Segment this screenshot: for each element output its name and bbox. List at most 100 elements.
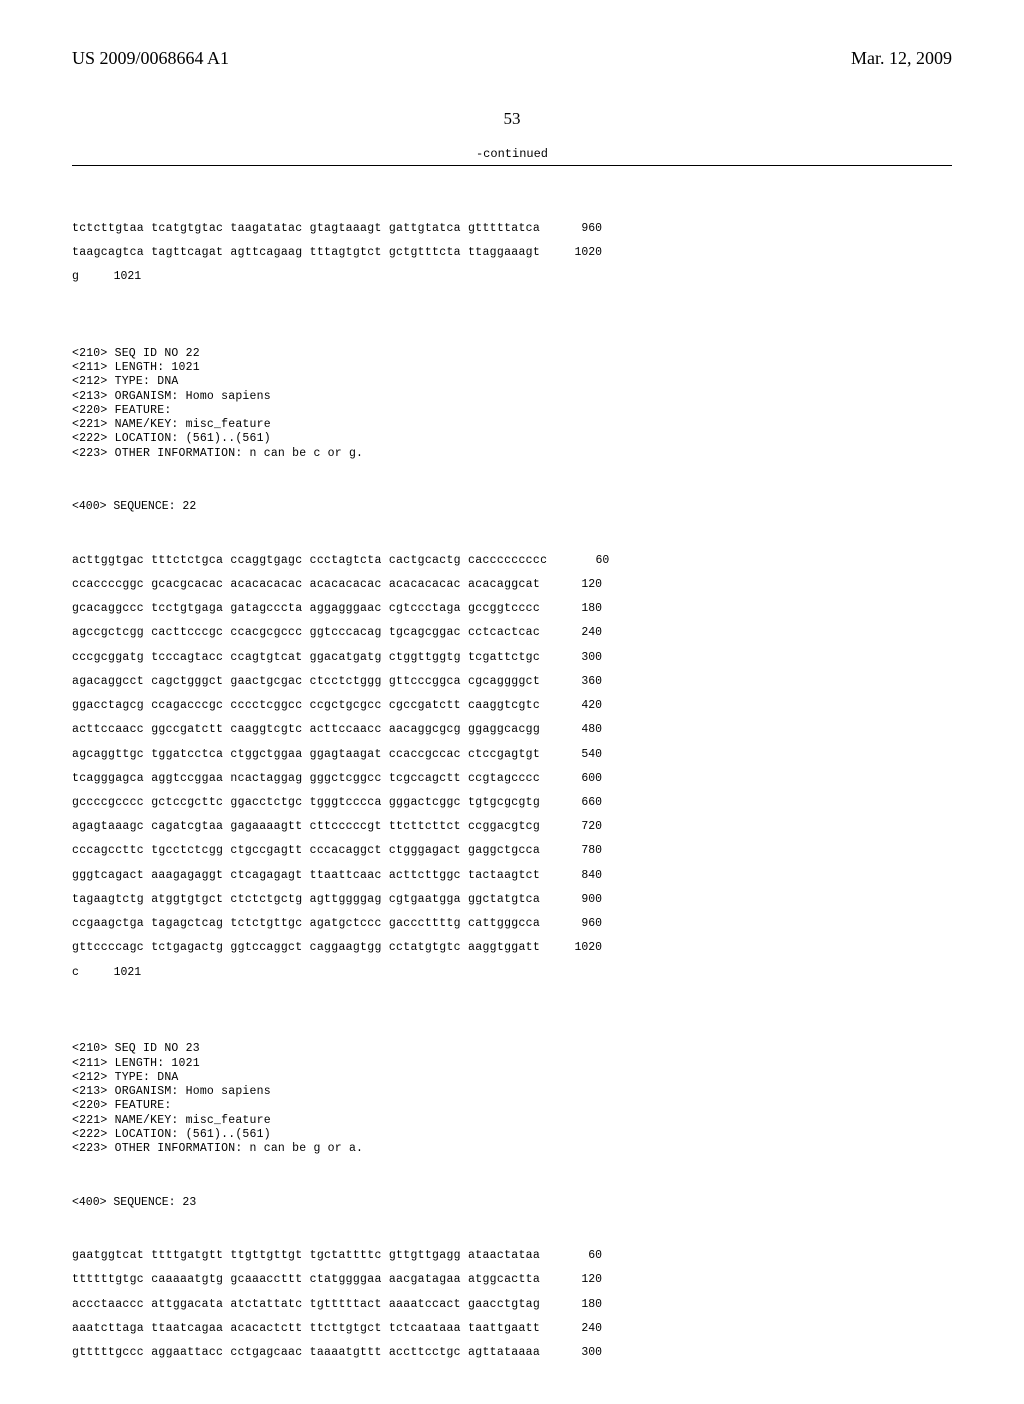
- meta-line: <212> TYPE: DNA: [72, 1071, 952, 1084]
- sequence-row: acttggtgac tttctctgca ccaggtgagc ccctagt…: [72, 554, 952, 567]
- sequence-position: 60: [558, 1249, 602, 1262]
- sequence-text: accctaaccc attggacata atctattatc tgttttt…: [72, 1298, 540, 1311]
- sequence-row: cccagccttc tgcctctcgg ctgccgagtt cccacag…: [72, 844, 952, 857]
- meta-line: <213> ORGANISM: Homo sapiens: [72, 390, 952, 403]
- sequence-text: ggacctagcg ccagacccgc cccctcggcc ccgctgc…: [72, 699, 540, 712]
- sequence-position: 120: [558, 578, 602, 591]
- sequence-row: ttttttgtgc caaaaatgtg gcaaaccttt ctatggg…: [72, 1273, 952, 1286]
- publication-date: Mar. 12, 2009: [851, 48, 952, 69]
- meta-line: <221> NAME/KEY: misc_feature: [72, 418, 952, 431]
- sequence-row: tagaagtctg atggtgtgct ctctctgctg agttggg…: [72, 893, 952, 906]
- seq23-lines: gaatggtcat ttttgatgtt ttgttgttgt tgctatt…: [72, 1249, 952, 1359]
- sequence-row: g 1021: [72, 270, 952, 283]
- sequence-row: agacaggcct cagctgggct gaactgcgac ctcctct…: [72, 675, 952, 688]
- sequence-text: agccgctcgg cacttcccgc ccacgcgccc ggtccca…: [72, 626, 540, 639]
- sequence-position: 540: [558, 748, 602, 761]
- sequence-position: 180: [558, 602, 602, 615]
- sequence-position: 660: [558, 796, 602, 809]
- sequence-position: 900: [558, 893, 602, 906]
- meta-line: <223> OTHER INFORMATION: n can be c or g…: [72, 447, 952, 460]
- seq22-meta: <210> SEQ ID NO 22<211> LENGTH: 1021<212…: [72, 347, 952, 460]
- sequence-content: tctcttgtaa tcatgtgtac taagatatac gtagtaa…: [0, 166, 1024, 1404]
- sequence-position: 1020: [558, 941, 602, 954]
- sequence-text: agacaggcct cagctgggct gaactgcgac ctcctct…: [72, 675, 540, 688]
- sequence-row: tctcttgtaa tcatgtgtac taagatatac gtagtaa…: [72, 222, 952, 235]
- sequence-row: gggtcagact aaagagaggt ctcagagagt ttaattc…: [72, 869, 952, 882]
- sequence-text: gccccgcccc gctccgcttc ggacctctgc tgggtcc…: [72, 796, 540, 809]
- sequence-text: tagaagtctg atggtgtgct ctctctgctg agttggg…: [72, 893, 540, 906]
- sequence-text: g: [72, 270, 79, 283]
- sequence-row: accctaaccc attggacata atctattatc tgttttt…: [72, 1298, 952, 1311]
- sequence-position: 300: [558, 651, 602, 664]
- sequence-text: cccgcggatg tcccagtacc ccagtgtcat ggacatg…: [72, 651, 540, 664]
- sequence-text: tcagggagca aggtccggaa ncactaggag gggctcg…: [72, 772, 540, 785]
- meta-line: <213> ORGANISM: Homo sapiens: [72, 1085, 952, 1098]
- sequence-text: ttttttgtgc caaaaatgtg gcaaaccttt ctatggg…: [72, 1273, 540, 1286]
- sequence-text: ccaccccggc gcacgcacac acacacacac acacaca…: [72, 578, 540, 591]
- sequence-position: 300: [558, 1346, 602, 1359]
- sequence-row: tcagggagca aggtccggaa ncactaggag gggctcg…: [72, 772, 952, 785]
- meta-line: <210> SEQ ID NO 23: [72, 1042, 952, 1055]
- meta-line: <222> LOCATION: (561)..(561): [72, 1128, 952, 1141]
- sequence-row: taagcagtca tagttcagat agttcagaag tttagtg…: [72, 246, 952, 259]
- sequence-text: tctcttgtaa tcatgtgtac taagatatac gtagtaa…: [72, 222, 540, 235]
- sequence-row: aaatcttaga ttaatcagaa acacactctt ttcttgt…: [72, 1322, 952, 1335]
- sequence-row: gttccccagc tctgagactg ggtccaggct caggaag…: [72, 941, 952, 954]
- sequence-text: gaatggtcat ttttgatgtt ttgttgttgt tgctatt…: [72, 1249, 540, 1262]
- meta-line: <222> LOCATION: (561)..(561): [72, 432, 952, 445]
- sequence-text: acttggtgac tttctctgca ccaggtgagc ccctagt…: [72, 554, 547, 567]
- sequence-position: 420: [558, 699, 602, 712]
- sequence-text: gttccccagc tctgagactg ggtccaggct caggaag…: [72, 941, 540, 954]
- sequence-row: acttccaacc ggccgatctt caaggtcgtc acttcca…: [72, 723, 952, 736]
- seq23-heading: <400> SEQUENCE: 23: [72, 1196, 952, 1209]
- sequence-position: 480: [558, 723, 602, 736]
- publication-number: US 2009/0068664 A1: [72, 48, 229, 69]
- sequence-position: 960: [558, 222, 602, 235]
- sequence-position: 360: [558, 675, 602, 688]
- sequence-text: ccgaagctga tagagctcag tctctgttgc agatgct…: [72, 917, 540, 930]
- sequence-row: cccgcggatg tcccagtacc ccagtgtcat ggacatg…: [72, 651, 952, 664]
- seq22-heading: <400> SEQUENCE: 22: [72, 500, 952, 513]
- sequence-row: ccgaagctga tagagctcag tctctgttgc agatgct…: [72, 917, 952, 930]
- continued-label: -continued: [0, 147, 1024, 161]
- sequence-position: 600: [558, 772, 602, 785]
- sequence-row: gtttttgccc aggaattacc cctgagcaac taaaatg…: [72, 1346, 952, 1359]
- sequence-position: 180: [558, 1298, 602, 1311]
- sequence-text: agagtaaagc cagatcgtaa gagaaaagtt cttcccc…: [72, 820, 540, 833]
- sequence-row: agagtaaagc cagatcgtaa gagaaaagtt cttcccc…: [72, 820, 952, 833]
- sequence-text: gggtcagact aaagagaggt ctcagagagt ttaattc…: [72, 869, 540, 882]
- seq22-lines: acttggtgac tttctctgca ccaggtgagc ccctagt…: [72, 554, 952, 979]
- sequence-position: 840: [558, 869, 602, 882]
- meta-line: <211> LENGTH: 1021: [72, 361, 952, 374]
- sequence-row: gaatggtcat ttttgatgtt ttgttgttgt tgctatt…: [72, 1249, 952, 1262]
- meta-line: <211> LENGTH: 1021: [72, 1057, 952, 1070]
- sequence-position: 960: [558, 917, 602, 930]
- sequence-row: ggacctagcg ccagacccgc cccctcggcc ccgctgc…: [72, 699, 952, 712]
- seq21-tail: tctcttgtaa tcatgtgtac taagatatac gtagtaa…: [72, 222, 952, 284]
- meta-line: <220> FEATURE:: [72, 1099, 952, 1112]
- sequence-text: taagcagtca tagttcagat agttcagaag tttagtg…: [72, 246, 540, 259]
- sequence-position: 1020: [558, 246, 602, 259]
- meta-line: <220> FEATURE:: [72, 404, 952, 417]
- meta-line: <223> OTHER INFORMATION: n can be g or a…: [72, 1142, 952, 1155]
- sequence-position: 120: [558, 1273, 602, 1286]
- page-number: 53: [0, 109, 1024, 129]
- sequence-position: 780: [558, 844, 602, 857]
- sequence-text: gtttttgccc aggaattacc cctgagcaac taaaatg…: [72, 1346, 540, 1359]
- meta-line: <210> SEQ ID NO 22: [72, 347, 952, 360]
- sequence-position: 1021: [97, 966, 141, 979]
- sequence-text: acttccaacc ggccgatctt caaggtcgtc acttcca…: [72, 723, 540, 736]
- sequence-row: c1021: [72, 966, 952, 979]
- sequence-text: agcaggttgc tggatcctca ctggctggaa ggagtaa…: [72, 748, 540, 761]
- sequence-row: agcaggttgc tggatcctca ctggctggaa ggagtaa…: [72, 748, 952, 761]
- sequence-position: 1021: [97, 270, 141, 283]
- seq23-meta: <210> SEQ ID NO 23 <211> LENGTH: 1021<212…: [72, 1042, 952, 1155]
- meta-line: <221> NAME/KEY: misc_feature: [72, 1114, 952, 1127]
- sequence-row: gccccgcccc gctccgcttc ggacctctgc tgggtcc…: [72, 796, 952, 809]
- sequence-row: ccaccccggc gcacgcacac acacacacac acacaca…: [72, 578, 952, 591]
- sequence-position: 60: [565, 554, 609, 567]
- meta-line: <212> TYPE: DNA: [72, 375, 952, 388]
- sequence-text: cccagccttc tgcctctcgg ctgccgagtt cccacag…: [72, 844, 540, 857]
- sequence-text: gcacaggccc tcctgtgaga gatagcccta aggaggg…: [72, 602, 540, 615]
- sequence-text: aaatcttaga ttaatcagaa acacactctt ttcttgt…: [72, 1322, 540, 1335]
